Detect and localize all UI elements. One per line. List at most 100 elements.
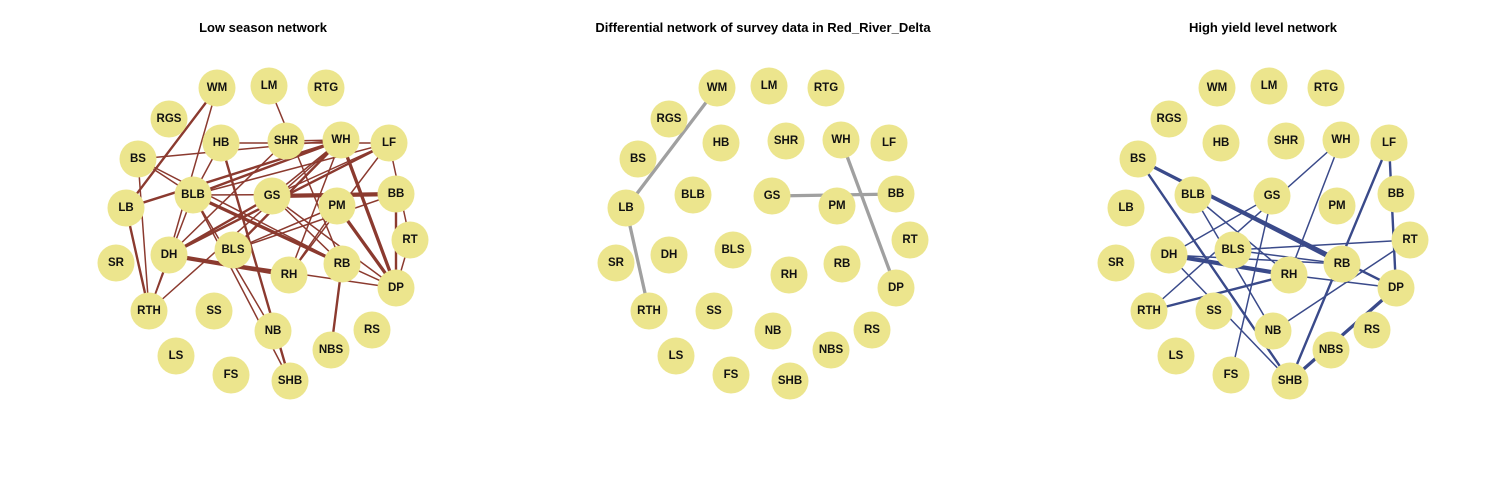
edge-WH-RTH xyxy=(1148,139,1342,312)
edge-PM-BLS xyxy=(232,205,338,251)
node-label-PM: PM xyxy=(328,200,345,212)
node-LM xyxy=(250,67,288,105)
node-label-LB: LB xyxy=(1118,202,1133,214)
edge-WM-DH xyxy=(168,87,218,256)
panel-title-low: Low season network xyxy=(199,20,328,35)
node-label-LM: LM xyxy=(1261,80,1278,92)
node-label-BLB: BLB xyxy=(681,189,705,201)
node-label-SHB: SHB xyxy=(778,375,802,387)
node-label-DP: DP xyxy=(888,282,904,294)
node-SHB xyxy=(1271,362,1309,400)
node-label-HB: HB xyxy=(1213,137,1230,149)
node-PM xyxy=(818,187,856,225)
node-label-LF: LF xyxy=(882,137,896,149)
node-SR xyxy=(97,244,135,282)
node-label-PM: PM xyxy=(1328,200,1345,212)
node-DH xyxy=(650,236,688,274)
node-RH xyxy=(1270,256,1308,294)
node-label-RTH: RTH xyxy=(137,305,161,317)
panel-title-high: High yield level network xyxy=(1189,20,1338,35)
edge-BB-BLS xyxy=(232,193,397,251)
node-label-SS: SS xyxy=(206,305,222,317)
node-SS xyxy=(1195,292,1233,330)
node-label-WM: WM xyxy=(1207,82,1227,94)
node-label-DP: DP xyxy=(388,282,404,294)
node-label-LM: LM xyxy=(761,80,778,92)
node-BLB xyxy=(174,176,212,214)
node-SHR xyxy=(267,122,305,160)
node-RT xyxy=(891,221,929,259)
panel-high: High yield level network WM LM RTG RGS HB SHR… xyxy=(1097,20,1429,400)
node-label-BLS: BLS xyxy=(222,244,245,256)
node-DP xyxy=(1377,269,1415,307)
node-NBS xyxy=(312,331,350,369)
edge-RB-BS xyxy=(137,158,343,265)
node-RH xyxy=(270,256,308,294)
node-label-SHB: SHB xyxy=(1278,375,1302,387)
edge-BLB-DP xyxy=(192,194,397,289)
edge-RT-BLS xyxy=(1232,239,1411,251)
node-WM xyxy=(698,69,736,107)
node-label-FS: FS xyxy=(724,369,739,381)
node-WH xyxy=(822,121,860,159)
node-label-DH: DH xyxy=(161,249,178,261)
node-label-HB: HB xyxy=(713,137,730,149)
node-label-BS: BS xyxy=(1130,153,1146,165)
panel-low: Low season network WM LM RTG RGS HB SHR WH LF BS… xyxy=(97,20,429,400)
node-WM xyxy=(1198,69,1236,107)
node-label-LF: LF xyxy=(1382,137,1396,149)
node-label-RTG: RTG xyxy=(814,82,838,94)
node-label-NB: NB xyxy=(765,325,782,337)
node-RS xyxy=(353,311,391,349)
node-BB xyxy=(377,175,415,213)
node-label-FS: FS xyxy=(224,369,239,381)
node-LF xyxy=(1370,124,1408,162)
edge-BLB-SHB xyxy=(192,194,291,382)
node-label-GS: GS xyxy=(764,190,781,202)
node-label-NB: NB xyxy=(265,325,282,337)
node-RT xyxy=(1391,221,1429,259)
node-RTH xyxy=(630,292,668,330)
node-SHR xyxy=(1267,122,1305,160)
node-RGS xyxy=(1150,100,1188,138)
node-label-FS: FS xyxy=(1224,369,1239,381)
node-LF xyxy=(870,124,908,162)
node-label-GS: GS xyxy=(264,190,281,202)
node-LS xyxy=(657,337,695,375)
node-LM xyxy=(750,67,788,105)
node-label-RGS: RGS xyxy=(157,113,182,125)
node-BLB xyxy=(1174,176,1212,214)
edge-RH-RTH xyxy=(1147,273,1291,313)
node-LS xyxy=(157,337,195,375)
node-label-SR: SR xyxy=(1108,257,1125,269)
node-LF xyxy=(370,124,408,162)
node-LB xyxy=(1107,189,1145,227)
node-label-LS: LS xyxy=(169,350,184,362)
node-SS xyxy=(195,292,233,330)
node-layer-high: WM LM RTG RGS HB SHR WH LF BS BLB GS PM BB LB RT BLS SR D… xyxy=(1097,67,1429,400)
edge-WH-LB xyxy=(124,138,343,210)
node-label-SR: SR xyxy=(608,257,625,269)
node-label-WH: WH xyxy=(831,134,850,146)
node-label-BB: BB xyxy=(1388,188,1405,200)
node-label-BB: BB xyxy=(388,188,405,200)
node-SS xyxy=(695,292,733,330)
node-LM xyxy=(1250,67,1288,105)
node-label-WH: WH xyxy=(1331,134,1350,146)
node-label-NB: NB xyxy=(1265,325,1282,337)
node-label-DP: DP xyxy=(1388,282,1404,294)
node-label-RTG: RTG xyxy=(1314,82,1338,94)
node-HB xyxy=(202,124,240,162)
node-RS xyxy=(853,311,891,349)
node-label-BLS: BLS xyxy=(1222,244,1245,256)
node-label-LB: LB xyxy=(618,202,633,214)
node-RB xyxy=(1323,245,1361,283)
node-RTH xyxy=(1130,292,1168,330)
node-label-LF: LF xyxy=(382,137,396,149)
edge-WH-RH xyxy=(1288,139,1342,276)
node-label-BS: BS xyxy=(630,153,646,165)
node-RT xyxy=(391,221,429,259)
edge-BS-RTH xyxy=(137,158,150,312)
node-label-RTH: RTH xyxy=(637,305,661,317)
